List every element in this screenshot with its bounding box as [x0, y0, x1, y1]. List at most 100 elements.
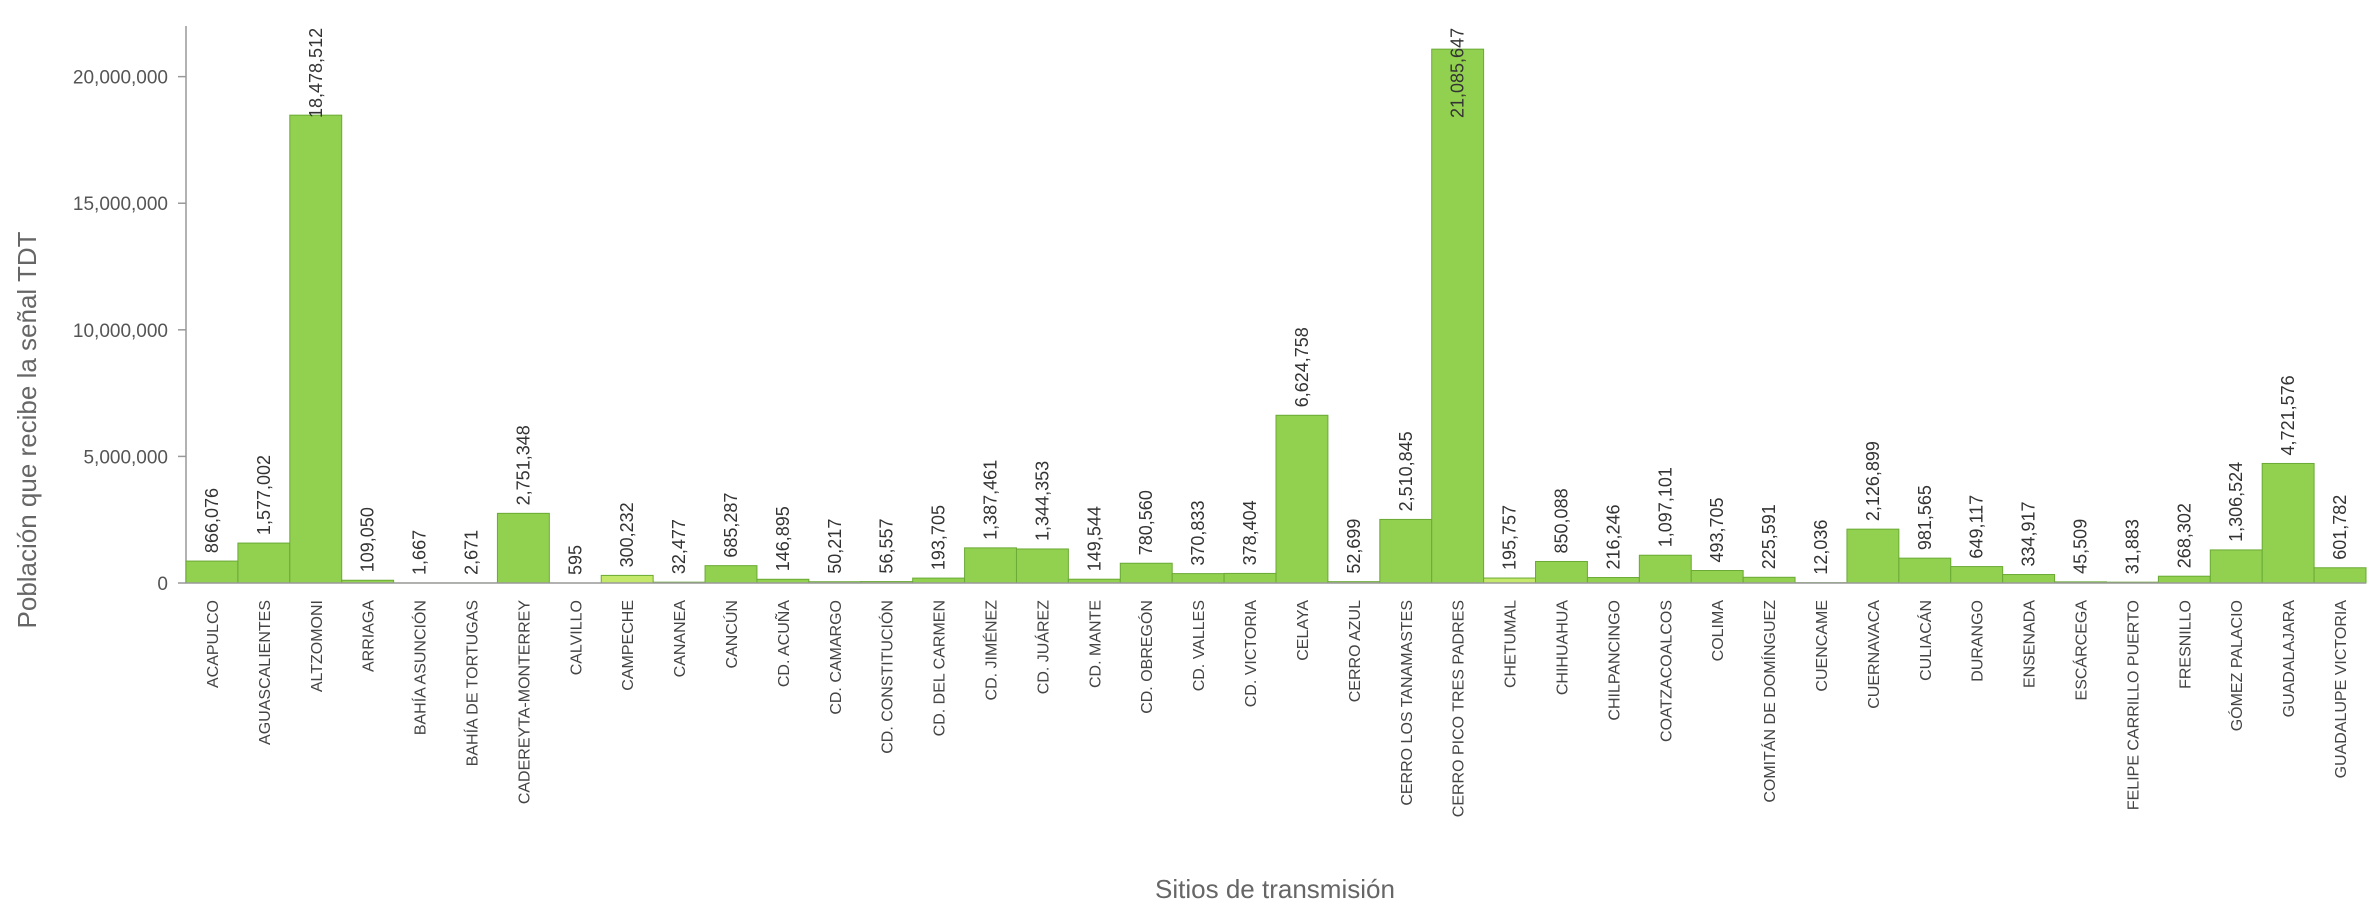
bar [2157, 575, 2211, 584]
bar [2002, 574, 2056, 584]
x-tick-label: CD. VALLES [1191, 600, 1208, 691]
value-label: 50,217 [825, 519, 845, 574]
x-tick-label: CD. DEL CARMEN [932, 600, 949, 736]
value-label: 45,509 [2071, 519, 2091, 574]
value-label: 1,667 [410, 530, 430, 575]
x-tick-label: COMITÁN DE DOMÍNGUEZ [1760, 600, 1779, 803]
value-label: 649,117 [1967, 495, 1987, 559]
value-label: 31,883 [2122, 519, 2142, 574]
bar [1742, 576, 1796, 584]
x-tick-label: CULIACÁN [1916, 600, 1935, 681]
bar [185, 560, 239, 584]
value-label: 216,246 [1603, 504, 1623, 569]
bar [289, 114, 343, 584]
value-label: 56,557 [877, 519, 897, 574]
x-tick-label: CHILPANCINGO [1606, 600, 1623, 721]
x-tick-label: ACAPULCO [205, 600, 222, 688]
value-label: 334,917 [2019, 501, 2039, 566]
x-tick-label: ENSENADA [2022, 600, 2039, 688]
x-tick-label: DURANGO [1970, 600, 1987, 682]
x-tick-label: CD. MANTE [1087, 600, 1104, 688]
bar [600, 574, 654, 584]
x-tick-label: CHIHUAHUA [1554, 600, 1571, 695]
y-tick-label: 0 [157, 574, 168, 595]
bar [1950, 566, 2004, 584]
value-label: 52,699 [1344, 519, 1364, 574]
x-tick-label: CALVILLO [568, 600, 585, 675]
bar [1535, 560, 1588, 584]
bar [2313, 567, 2367, 584]
value-label: 493,705 [1707, 497, 1727, 562]
y-tick-label: 5,000,000 [83, 447, 168, 468]
bar [2209, 549, 2263, 584]
x-tick-label: ESCÁRCEGA [2072, 600, 2091, 701]
value-label: 195,757 [1500, 505, 1520, 570]
value-label: 2,126,899 [1863, 441, 1883, 521]
value-label: 1,306,524 [2226, 462, 2246, 542]
bar [1275, 414, 1329, 584]
x-tick-label: CD. VICTORIA [1243, 600, 1260, 708]
value-label: 1,097,101 [1655, 467, 1675, 547]
value-label: 300,232 [617, 502, 637, 567]
value-label: 21,085,647 [1448, 28, 1468, 118]
y-tick-label: 15,000,000 [73, 194, 168, 215]
value-label: 2,751,348 [513, 425, 533, 505]
bar [1431, 48, 1485, 584]
y-axis-title: Población que recibe la señal TDT [12, 231, 42, 628]
x-tick-label: CD. ACUÑA [773, 600, 793, 687]
x-tick-label: CANCÚN [722, 600, 741, 668]
value-label: 6,624,758 [1292, 327, 1312, 407]
bar [704, 565, 758, 584]
x-tick-label: CUERNAVACA [1866, 600, 1883, 709]
value-label: 4,721,576 [2278, 375, 2298, 455]
x-tick-label: CD. JUÁREZ [1033, 600, 1052, 694]
value-label: 1,577,002 [254, 455, 274, 535]
value-label: 109,050 [358, 507, 378, 572]
x-tick-label: CAMPECHE [620, 600, 637, 691]
bar [2261, 462, 2315, 584]
bar [1586, 577, 1640, 584]
x-tick-label: CD. CONSTITUCIÓN [878, 600, 897, 754]
x-tick-label: CADEREYTA-MONTERREY [516, 600, 533, 804]
x-tick-label: GÓMEZ PALACIO [2227, 600, 2246, 731]
bar [1171, 573, 1225, 584]
value-label: 378,404 [1240, 500, 1260, 565]
x-tick-label: COATZACOALCOS [1658, 600, 1675, 742]
bar [964, 547, 1017, 584]
value-label: 149,544 [1084, 506, 1104, 571]
bar [1690, 570, 1744, 584]
x-axis-title: Sitios de transmisión [1155, 874, 1395, 904]
x-tick-label: FRESNILLO [2177, 600, 2194, 689]
x-tick-label: CUENCAME [1814, 600, 1831, 692]
value-label: 1,344,353 [1032, 461, 1052, 541]
x-tick-label: CD. CAMARGO [828, 600, 845, 715]
x-tick-label: CERRO LOS TANAMASTES [1399, 600, 1416, 806]
bar [1898, 557, 1952, 584]
value-label: 2,671 [461, 530, 481, 575]
value-label: 268,302 [2174, 503, 2194, 568]
value-label: 595 [565, 545, 585, 575]
x-tick-label: CERRO AZUL [1347, 600, 1364, 702]
x-tick-label: BAHÍA DE TORTUGAS [462, 600, 481, 766]
x-tick-label: CANANEA [672, 600, 689, 678]
value-label: 780,560 [1136, 490, 1156, 555]
x-tick-label: GUADALUPE VICTORIA [2333, 600, 2350, 779]
bar [1119, 562, 1173, 584]
value-label: 866,076 [202, 488, 222, 553]
x-tick-label: FELIPE CARRILLO PUERTO [2125, 600, 2142, 810]
x-tick-label: BAHÍA ASUNCIÓN [411, 600, 430, 735]
value-label: 1,387,461 [981, 460, 1001, 540]
x-tick-label: CHETUMAL [1503, 600, 1520, 688]
x-tick-label: ARRIAGA [361, 600, 378, 672]
value-label: 850,088 [1551, 488, 1571, 553]
x-tick-label: CD. JIMÉNEZ [982, 600, 1001, 701]
value-label: 601,782 [2330, 495, 2350, 560]
value-label: 32,477 [669, 519, 689, 574]
bar [1379, 518, 1433, 584]
bar [496, 512, 550, 584]
value-label: 146,895 [773, 506, 793, 571]
x-tick-label: ALTZOMONI [309, 600, 326, 692]
y-tick-label: 20,000,000 [73, 68, 168, 89]
x-tick-label: CD. OBREGÓN [1137, 600, 1156, 714]
